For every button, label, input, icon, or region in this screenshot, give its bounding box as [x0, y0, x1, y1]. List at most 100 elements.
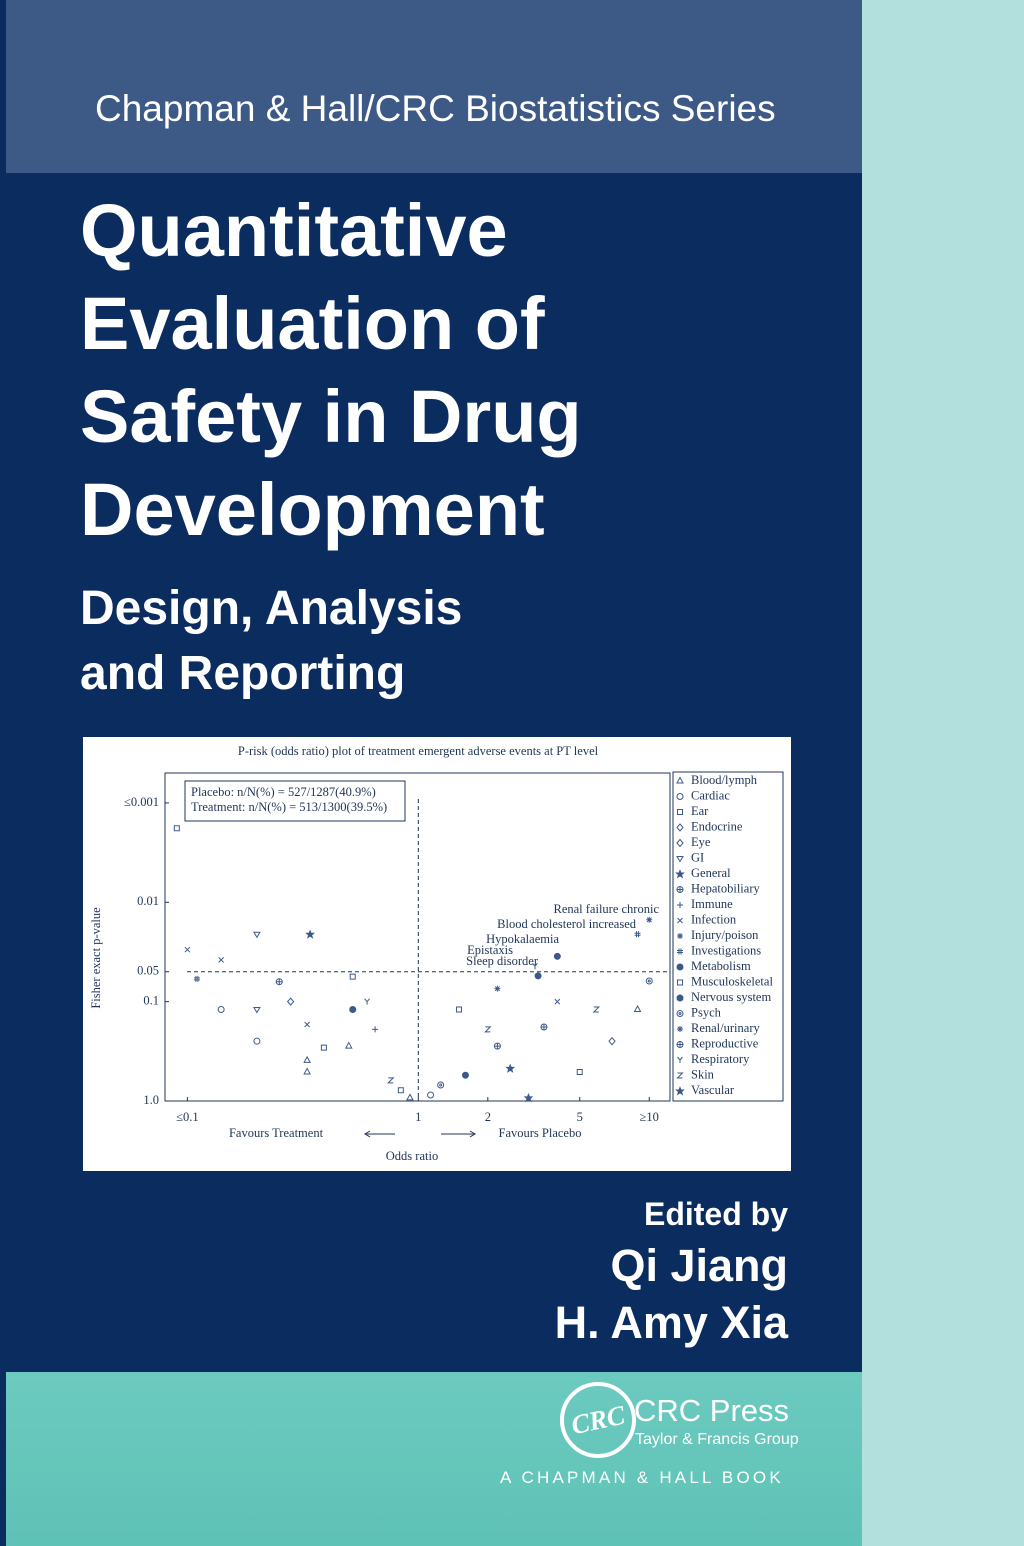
point: [461, 1071, 469, 1079]
legend-marker: [677, 1056, 683, 1063]
publisher-name: CRC Press: [634, 1393, 790, 1428]
chart-title: P-risk (odds ratio) plot of treatment em…: [238, 744, 599, 758]
legend-label: Cardiac: [691, 788, 730, 802]
x-axis-label: Odds ratio: [386, 1149, 438, 1163]
edited-by: Edited by: [643, 1196, 788, 1232]
point: [608, 1036, 616, 1046]
legend-marker: [677, 933, 683, 939]
point: [349, 973, 356, 980]
legend-marker: [677, 1026, 683, 1032]
y-tick-label: 1.0: [143, 1093, 159, 1107]
legend-label: Metabolism: [691, 959, 751, 973]
legend-marker: [677, 917, 683, 924]
legend-marker: [676, 856, 684, 863]
point: [218, 957, 224, 963]
legend-label: Musculoskeletal: [691, 974, 773, 988]
legend-marker: [675, 1086, 685, 1096]
arrow: [364, 1130, 395, 1138]
point: [633, 1004, 642, 1013]
legend-marker: [677, 979, 683, 986]
point: [494, 985, 501, 992]
point: [534, 972, 542, 980]
publisher-logo: CRC: [560, 1382, 636, 1458]
x-tick-label: 5: [577, 1110, 583, 1124]
point: [320, 1044, 327, 1051]
point: [592, 1006, 601, 1013]
legend-label: Skin: [691, 1067, 715, 1081]
legend-label: General: [691, 866, 731, 880]
legend-marker: [677, 809, 683, 815]
point: [493, 1042, 501, 1050]
subtitle-line: and Reporting: [80, 647, 406, 700]
point: [193, 975, 200, 982]
point: [275, 978, 283, 986]
publisher-group: Taylor & Francis Group: [635, 1431, 799, 1448]
x-note: Favours Placebo: [499, 1126, 582, 1140]
legend-label: Nervous system: [691, 990, 771, 1004]
legend-label: Blood/lymph: [691, 773, 758, 787]
figure-chart: P-risk (odds ratio) plot of treatment em…: [83, 737, 791, 1171]
legend-marker: [676, 994, 684, 1002]
point: [576, 1068, 583, 1075]
point: [646, 916, 653, 923]
legend-marker: [677, 948, 683, 955]
point: [184, 946, 191, 953]
point: [305, 929, 315, 939]
point: [286, 997, 295, 1006]
point: [344, 1041, 353, 1049]
point: [406, 1093, 414, 1101]
point: [455, 1006, 462, 1013]
point: [484, 1026, 492, 1033]
point: [532, 962, 538, 970]
x-tick-label: ≤0.1: [176, 1110, 199, 1124]
y-tick-label: ≤0.001: [124, 795, 159, 809]
series-band: [6, 0, 862, 173]
legend-marker: [676, 776, 684, 784]
point: [397, 1087, 404, 1094]
legend-marker: [676, 823, 684, 832]
logo-text: CRC: [568, 1400, 628, 1441]
legend-label: Endocrine: [691, 819, 743, 833]
legend-label: Renal/urinary: [691, 1021, 760, 1035]
legend-label: Infection: [691, 912, 737, 926]
point: [253, 1037, 261, 1045]
point: [173, 825, 180, 832]
point: [349, 1006, 357, 1013]
annotation: Hypokalaemia: [486, 932, 559, 946]
point: [523, 1093, 534, 1103]
legend-marker: [676, 1041, 684, 1048]
title-line: Quantitative: [80, 189, 508, 272]
point: [253, 1007, 261, 1014]
editor: Qi Jiang: [610, 1240, 788, 1291]
x-note: Favours Treatment: [229, 1126, 324, 1140]
annotation: Sleep disorder: [466, 954, 539, 968]
arrow: [441, 1130, 476, 1138]
point: [540, 1023, 548, 1031]
logo-ring: [560, 1382, 636, 1458]
y-tick-label: 0.01: [137, 894, 159, 908]
point: [217, 1006, 225, 1013]
legend-marker: [676, 838, 684, 848]
point: [427, 1091, 435, 1099]
title-line: Evaluation of: [80, 282, 545, 365]
point: [645, 977, 653, 985]
point: [387, 1077, 395, 1084]
series-name: Chapman & Hall/CRC Biostatistics Series: [95, 88, 776, 129]
title-line: Development: [80, 468, 545, 551]
info-line: Placebo: n/N(%) = 527/1287(40.9%): [191, 785, 376, 799]
legend-label: Psych: [691, 1005, 722, 1019]
legend-label: Immune: [691, 897, 733, 911]
point: [553, 952, 561, 960]
legend-label: Vascular: [691, 1083, 735, 1097]
legend-marker: [677, 902, 683, 908]
point: [364, 998, 370, 1005]
plot-frame: [164, 772, 671, 1102]
annotation: Epistaxis: [467, 943, 513, 957]
point: [554, 998, 561, 1005]
point: [303, 1067, 311, 1075]
y-tick-label: 0.05: [137, 964, 159, 978]
legend-label: Investigations: [691, 943, 761, 957]
legend-marker: [676, 1072, 684, 1079]
legend-label: Hepatobiliary: [691, 881, 760, 895]
